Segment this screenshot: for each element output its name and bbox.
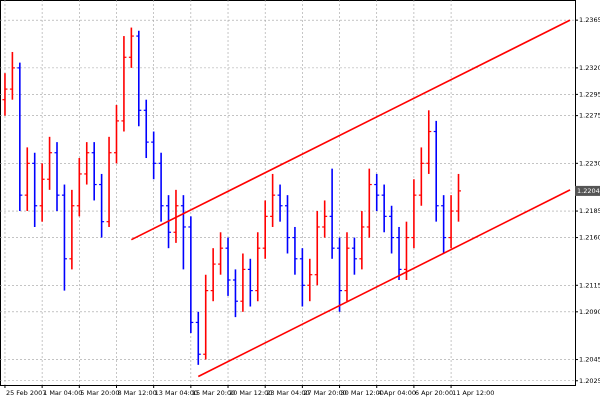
x-tick-label: 5 Mar 20:00	[80, 389, 119, 397]
x-tick-label: 25 Feb 2007	[6, 389, 46, 397]
x-tick-label: 20 Mar 12:00	[229, 389, 272, 397]
y-tick-label: 1.2275	[579, 112, 600, 120]
x-tick-label: 13 Mar 04:00	[155, 389, 198, 397]
trend-line	[131, 19, 571, 241]
x-tick-label: 23 Mar 04:00	[266, 389, 309, 397]
y-tick-label: 1.2090	[579, 308, 600, 316]
x-tick-label: 15 Mar 20:00	[192, 389, 235, 397]
x-tick-label: 30 Mar 12:00	[341, 389, 384, 397]
x-tick-label: 11 Apr 12:00	[452, 389, 494, 397]
y-tick-label: 1.2185	[579, 207, 600, 215]
y-tick-label: 1.2160	[579, 234, 600, 242]
trend-line	[197, 189, 571, 378]
x-tick-label: 6 Apr 20:00	[415, 389, 453, 397]
y-tick-label: 1.2115	[579, 281, 600, 289]
x-tick-label: 1 Mar 04:00	[43, 389, 82, 397]
y-tick-label: 1.2295	[579, 90, 600, 98]
current-price-label: 1.2204	[577, 187, 600, 195]
current-price-box	[575, 185, 600, 196]
x-tick-label: 8 Mar 12:00	[117, 389, 156, 397]
x-tick-label: 4 Apr 04:00	[378, 389, 416, 397]
y-tick-label: 1.2230	[579, 159, 600, 167]
y-tick-label: 1.2045	[579, 356, 600, 364]
y-tick-label: 1.2365	[579, 16, 600, 24]
x-tick-label: 27 Mar 20:00	[303, 389, 346, 397]
y-tick-label: 1.2320	[579, 64, 600, 72]
y-tick-label: 1.2025	[579, 377, 600, 385]
